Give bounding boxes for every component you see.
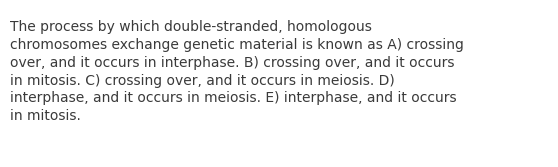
Text: The process by which double-stranded, homologous
chromosomes exchange genetic ma: The process by which double-stranded, ho… xyxy=(10,20,464,123)
